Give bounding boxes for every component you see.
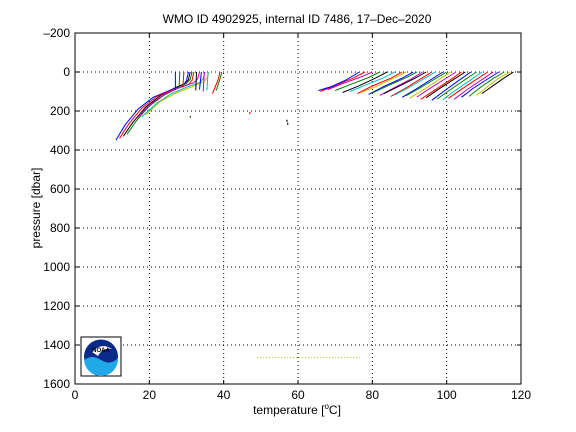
- x-axis-label-degree: o: [324, 402, 329, 411]
- y-tick-label: 0: [63, 65, 70, 79]
- profile-line-14: [212, 71, 221, 94]
- profile-line-42: [461, 71, 499, 98]
- profile-line-20: [335, 71, 381, 91]
- profile-line-12: [202, 71, 205, 92]
- x-tick-label: 0: [72, 388, 79, 402]
- profile-line-23: [357, 71, 403, 94]
- profile-line-32: [405, 71, 447, 97]
- x-tick-label: 80: [366, 388, 380, 402]
- x-tick-label: 20: [143, 388, 157, 402]
- profile-line-7: [145, 71, 210, 116]
- profile-line-33: [409, 71, 451, 99]
- y-tick-label: 800: [50, 221, 70, 235]
- profile-line-11: [195, 71, 197, 91]
- profile-line-2: [115, 71, 189, 141]
- profile-line-19: [327, 71, 373, 91]
- profile-line-43: [468, 71, 505, 97]
- profile-line-18: [318, 71, 360, 91]
- profile-line-39: [442, 71, 483, 101]
- x-axis-label-suffix: C]: [329, 403, 341, 417]
- x-tick-labels: 0 20 40 60 80 100 120: [72, 388, 532, 402]
- profile-line-6: [141, 71, 206, 118]
- profile-line-30: [394, 71, 436, 96]
- profile-line-34: [416, 71, 457, 98]
- profile-line-40: [448, 71, 488, 99]
- y-tick-label: 400: [50, 143, 70, 157]
- stray-point-3: [249, 111, 251, 114]
- profile-line-41: [453, 71, 494, 100]
- stray-point-1: [286, 119, 288, 122]
- profile-line-17: [320, 71, 366, 92]
- stray-point-2: [287, 122, 289, 125]
- profile-line-13: [206, 71, 209, 91]
- y-tick-label: 1400: [43, 338, 70, 352]
- tick-marks: [74, 32, 522, 385]
- profile-line-44: [476, 71, 511, 96]
- profile-line-37: [431, 71, 472, 101]
- profile-line-9: [178, 71, 181, 89]
- plot-area: [74, 32, 522, 385]
- series-layer: [115, 71, 514, 141]
- x-axis-label-prefix: temperature [: [253, 403, 325, 417]
- profile-line-3: [119, 71, 195, 139]
- y-axis-label: pressure [dbar]: [29, 168, 43, 249]
- y-tick-label: 600: [50, 182, 70, 196]
- noaa-logo-wave: [84, 357, 119, 377]
- x-tick-label: 100: [437, 388, 457, 402]
- profile-line-38: [437, 71, 477, 100]
- profile-line-21: [342, 71, 388, 93]
- x-tick-label: 60: [291, 388, 305, 402]
- profile-line-36: [425, 71, 466, 99]
- y-tick-label: –200: [43, 26, 70, 40]
- noaa-logo-bird: [92, 346, 112, 356]
- y-tick-label: 1200: [43, 299, 70, 313]
- x-tick-label: 120: [511, 388, 531, 402]
- y-tick-labels: –200 0 200 400 600 800 1000 1200 1400 1600: [43, 26, 70, 391]
- profile-line-15: [215, 71, 223, 91]
- profile-line-28: [383, 71, 427, 95]
- profile-line-16: [199, 71, 202, 90]
- chart-title: WMO ID 4902925, internal ID 7486, 17–Dec…: [163, 12, 432, 26]
- profile-line-24: [361, 71, 407, 93]
- profile-line-35: [420, 71, 462, 100]
- stray-points-layer: [189, 111, 362, 359]
- x-axis-label: temperature [oC]: [253, 402, 341, 417]
- profile-line-45: [481, 71, 514, 94]
- grid: [75, 33, 521, 384]
- y-tick-label: 1000: [43, 260, 70, 274]
- x-tick-label: 40: [217, 388, 231, 402]
- profile-line-31: [401, 71, 444, 98]
- stray-point-4: [189, 115, 191, 118]
- profile-line-25: [368, 71, 414, 95]
- profile-line-29: [390, 71, 433, 97]
- profile-line-10: [182, 71, 185, 88]
- noaa-logo-text: NOAA: [92, 348, 110, 354]
- y-tick-label: 200: [50, 104, 70, 118]
- profile-line-22: [349, 71, 395, 92]
- y-tick-label: 1600: [43, 377, 70, 391]
- noaa-logo: NOAA: [80, 336, 122, 377]
- profile-line-26: [372, 71, 418, 94]
